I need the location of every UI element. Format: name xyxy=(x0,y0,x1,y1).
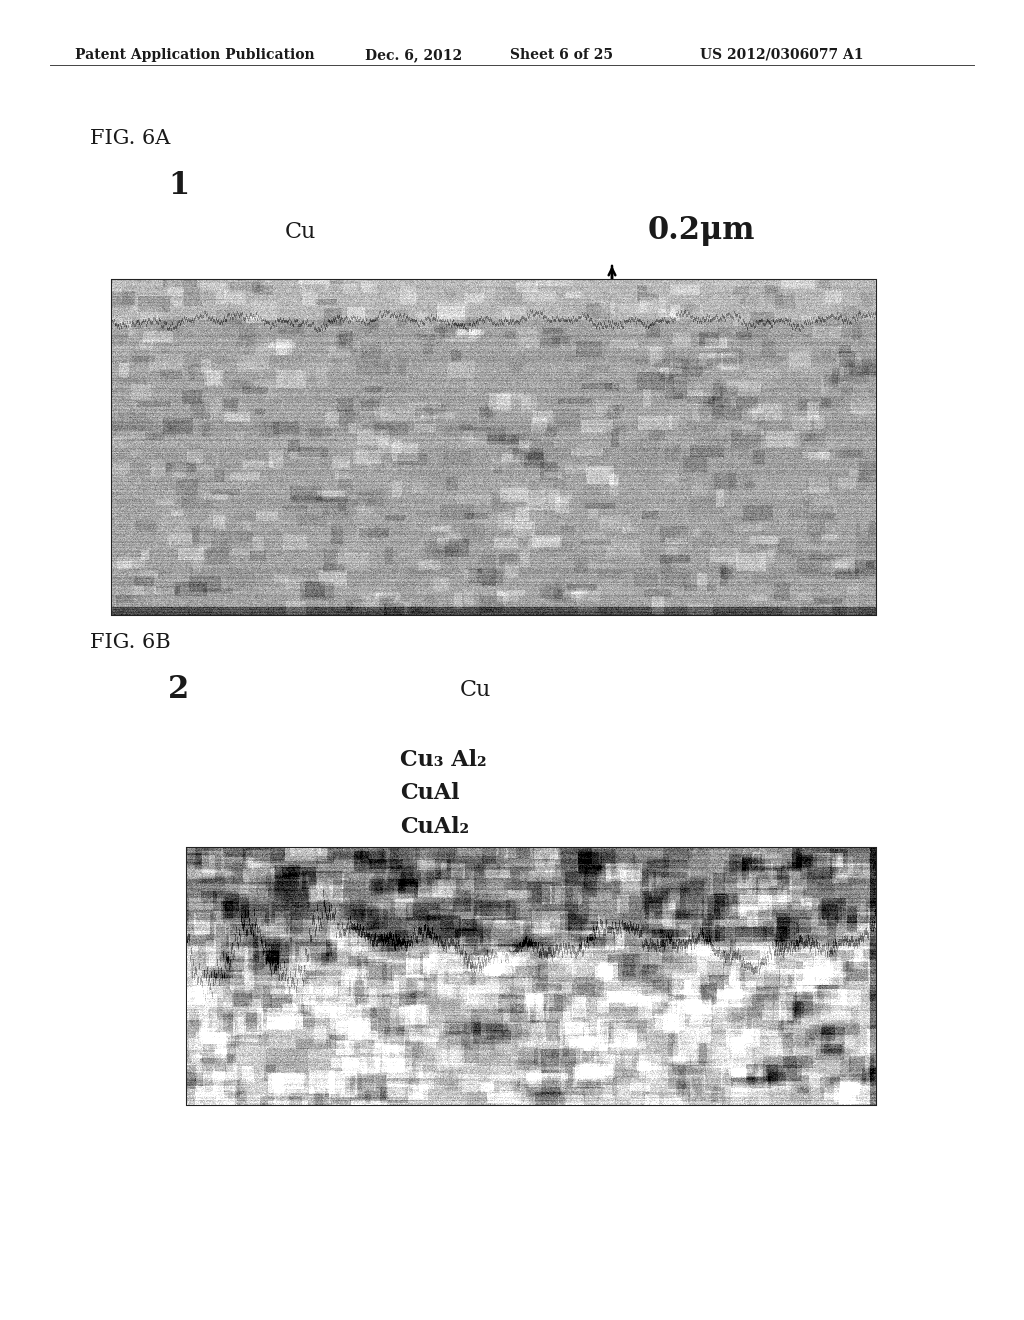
Text: 0.2μm: 0.2μm xyxy=(648,214,756,246)
Text: Sheet 6 of 25: Sheet 6 of 25 xyxy=(510,48,613,62)
Text: Al: Al xyxy=(492,1011,518,1034)
Text: FIG. 6A: FIG. 6A xyxy=(90,128,170,148)
Bar xyxy=(112,280,876,615)
Bar xyxy=(187,847,876,1105)
Text: 1: 1 xyxy=(168,169,189,201)
Text: FIG. 6B: FIG. 6B xyxy=(90,634,171,652)
Text: Dec. 6, 2012: Dec. 6, 2012 xyxy=(365,48,462,62)
Text: Cu₃ Al₂: Cu₃ Al₂ xyxy=(400,748,486,771)
Text: 2: 2 xyxy=(168,675,189,705)
Text: CuAl: CuAl xyxy=(400,781,460,804)
Text: Cu-Al ALLOY: Cu-Al ALLOY xyxy=(193,288,323,306)
Text: Cu: Cu xyxy=(285,220,316,243)
Text: Patent Application Publication: Patent Application Publication xyxy=(75,48,314,62)
Text: CuAl₂: CuAl₂ xyxy=(400,816,469,838)
Text: Al: Al xyxy=(200,454,225,477)
Text: US 2012/0306077 A1: US 2012/0306077 A1 xyxy=(700,48,863,62)
Text: Cu: Cu xyxy=(460,678,492,701)
